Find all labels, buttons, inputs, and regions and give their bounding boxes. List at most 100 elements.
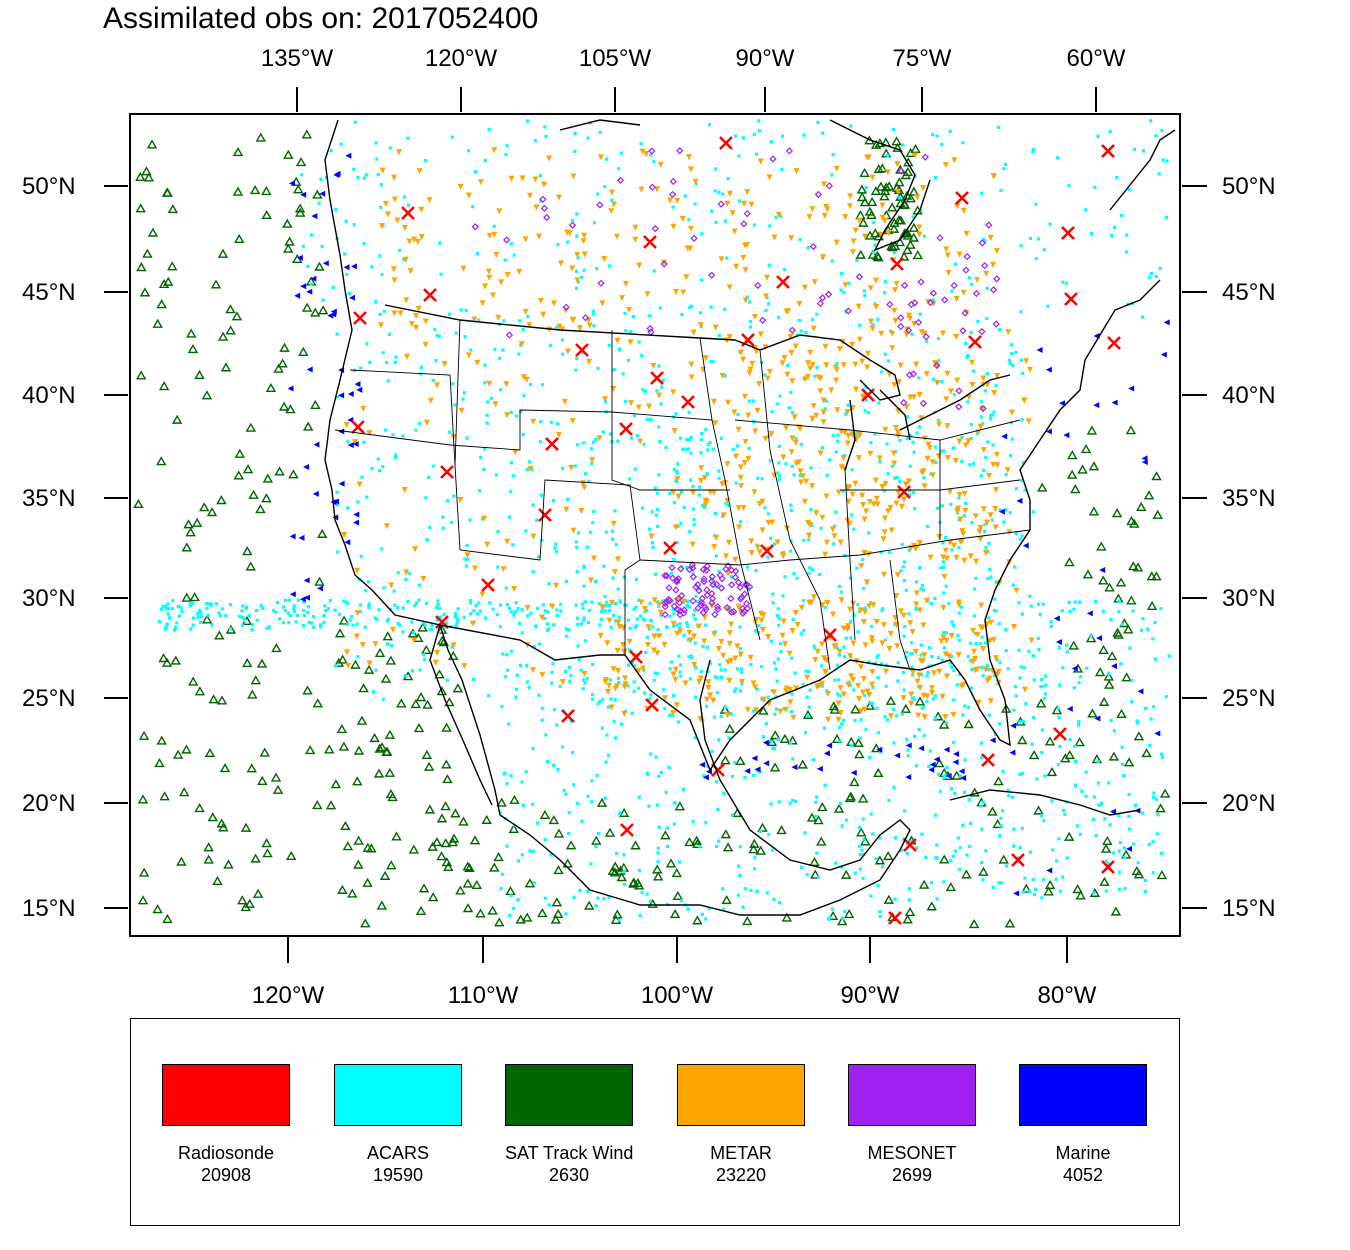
acars-marker [376,173,380,177]
acars-marker [632,414,637,418]
acars-marker [1092,795,1096,799]
acars-marker [774,667,778,671]
acars-marker [214,602,218,606]
acars-marker [456,620,460,624]
acars-marker [756,476,760,480]
metar-marker [674,476,681,483]
acars-marker [1080,789,1084,793]
metar-marker [670,671,677,678]
acars-marker [707,122,712,127]
acars-marker [925,339,929,343]
acars-marker [199,620,203,624]
acars-marker [1149,271,1153,276]
acars-marker [665,826,669,830]
sat-track-wind-marker [199,502,210,512]
acars-marker [312,625,316,629]
acars-marker [820,131,825,135]
sat-track-wind-marker [607,865,619,875]
acars-marker [306,605,310,609]
acars-marker [848,576,853,580]
acars-marker [1003,162,1007,166]
acars-marker [972,614,977,618]
acars-marker [394,355,398,359]
sat-track-wind-marker [905,193,916,203]
acars-marker [161,604,165,608]
acars-marker [679,521,683,526]
metar-marker [673,598,680,605]
metar-marker [791,414,798,421]
acars-marker [465,543,469,548]
acars-marker [1096,781,1101,785]
metar-marker [812,657,819,664]
metar-marker [845,432,852,439]
sat-track-wind-marker [1146,600,1158,611]
acars-marker [564,669,568,673]
acars-marker [422,621,426,625]
marine-marker [816,765,823,772]
acars-marker [731,447,735,452]
acars-marker [583,600,588,604]
metar-marker [638,599,645,606]
metar-marker [832,642,839,649]
metar-marker [679,215,686,222]
metar-marker [847,653,854,660]
acars-marker [1155,832,1159,836]
legend-count: 23220 [715,1165,767,1185]
acars-marker [910,332,914,336]
marine-marker [317,585,324,592]
metar-marker [967,553,974,560]
mesonet-marker [739,609,747,617]
marine-marker [306,366,313,373]
sat-track-wind-marker [167,261,178,271]
metar-marker [809,483,816,490]
metar-marker [797,468,804,475]
acars-marker [531,570,535,574]
metar-marker [992,524,999,531]
acars-marker [459,308,463,312]
acars-marker [656,425,661,429]
acars-marker [507,606,512,610]
metar-marker [1025,418,1032,425]
metar-marker [817,388,824,395]
acars-marker [598,623,602,627]
acars-marker [599,609,604,614]
metar-marker [806,214,813,221]
marine-marker [289,591,296,598]
acars-marker [767,832,771,837]
acars-marker [173,625,178,629]
acars-marker [671,714,675,718]
acars-marker [710,749,714,753]
marine-marker [960,774,967,781]
metar-marker [797,479,804,486]
right-axis-label: 30°N [1222,585,1276,612]
acars-marker [1106,862,1110,866]
acars-marker [752,132,756,136]
sat-track-wind-marker [295,207,306,217]
acars-marker [905,737,909,742]
sat-track-wind-marker [156,735,167,745]
metar-marker [847,193,854,200]
acars-marker [972,462,976,466]
mesonet-marker [978,327,986,336]
acars-marker [601,430,605,434]
acars-marker [424,496,428,500]
acars-marker [1021,890,1025,894]
metar-marker [771,472,778,479]
metar-marker [657,609,664,616]
acars-marker [335,395,339,399]
sat-track-wind-marker [262,848,273,858]
mesonet-marker [936,234,944,242]
sat-track-wind-marker [1051,705,1063,715]
marine-marker [933,756,940,763]
sat-track-wind-marker [462,878,474,888]
mesonet-marker [568,221,577,229]
acars-marker [957,496,961,500]
metar-marker [749,360,756,367]
metar-marker [792,343,799,350]
metar-marker [518,341,525,348]
metar-marker [908,700,915,707]
sat-track-wind-marker [422,699,433,709]
metar-marker [486,380,493,387]
marine-marker [303,594,310,601]
sat-track-wind-marker [135,171,146,182]
